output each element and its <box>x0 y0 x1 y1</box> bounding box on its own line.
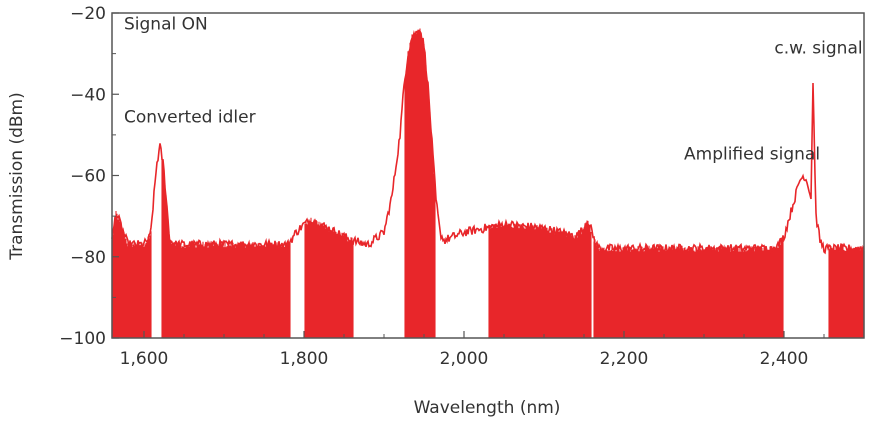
x-axis: 1,600 1,800 2,000 2,200 2,400 <box>120 331 865 369</box>
spectrum-line <box>111 29 865 256</box>
x-tick-label: 1,600 <box>120 349 169 369</box>
y-tick-label: −100 <box>59 329 106 349</box>
x-axis-label: Wavelength (nm) <box>414 398 561 418</box>
x-tick-label: 2,200 <box>600 349 649 369</box>
plot-area <box>111 28 865 338</box>
annotation-label: c.w. signal <box>774 39 862 59</box>
x-tick-label: 1,800 <box>280 349 329 369</box>
y-tick-label: −60 <box>70 167 106 187</box>
y-tick-label: −20 <box>70 4 106 24</box>
y-tick-label: −80 <box>70 248 106 268</box>
annotation-label: Converted idler <box>124 108 256 128</box>
annotation-label: Amplified signal <box>684 144 820 164</box>
noise-fill <box>111 28 865 338</box>
y-axis: −20 −40 −60 −80 −100 <box>59 4 119 349</box>
annotations: Signal ON Converted idler c.w. signal Ampli… <box>124 14 863 164</box>
annotation-label: Signal ON <box>124 14 208 34</box>
y-tick-label: −40 <box>70 85 106 105</box>
x-tick-label: 2,400 <box>760 349 809 369</box>
x-tick-label: 2,000 <box>440 349 489 369</box>
y-axis-label: Transmission (dBm) <box>7 92 27 261</box>
